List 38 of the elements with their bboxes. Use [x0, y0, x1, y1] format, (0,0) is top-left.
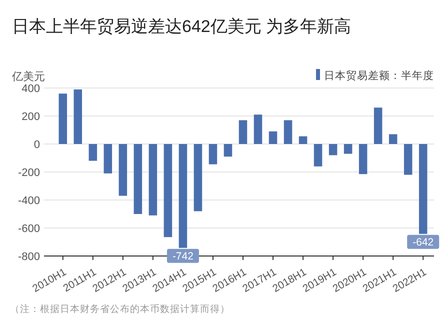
bar: [118, 144, 128, 196]
bar: [104, 144, 112, 174]
y-tick-label: 400: [22, 82, 40, 95]
bar: [88, 144, 98, 161]
y-tick-label: 0: [34, 138, 40, 151]
bar: [418, 144, 428, 234]
y-tick-label: -800: [18, 250, 40, 263]
y-tick-label: -600: [18, 222, 40, 235]
bar: [224, 144, 232, 157]
data-label: -742: [172, 250, 194, 262]
bar: [194, 144, 202, 212]
bar: [298, 136, 308, 144]
bar: [314, 144, 322, 166]
y-tick-label: 200: [22, 110, 40, 123]
text: （注：根据日本财务省公布的本币数据计算而得）: [10, 303, 230, 315]
bar: [344, 144, 352, 154]
bar: [238, 120, 248, 144]
bar: [164, 144, 172, 238]
y-axis-title: 亿美元: [11, 70, 45, 83]
y-tick-label: -400: [18, 194, 40, 207]
bar: [134, 144, 142, 214]
bar: [268, 131, 278, 144]
bar: [284, 120, 292, 144]
bar: [58, 94, 68, 144]
bar: [374, 108, 382, 144]
bar: [148, 144, 158, 216]
bar: [254, 114, 262, 144]
bar: [178, 144, 188, 248]
bar: [328, 144, 338, 156]
y-tick-label: -200: [18, 166, 40, 179]
chart-title: 日本上半年贸易逆差达642亿美元 为多年新高: [12, 17, 352, 36]
bar: [208, 144, 218, 164]
bar: [404, 144, 412, 175]
legend-label: 日本贸易差额：半年度: [324, 69, 434, 82]
bar: [388, 134, 398, 144]
data-label: -642: [412, 236, 434, 248]
bar: [358, 144, 368, 174]
bar: [74, 89, 82, 144]
